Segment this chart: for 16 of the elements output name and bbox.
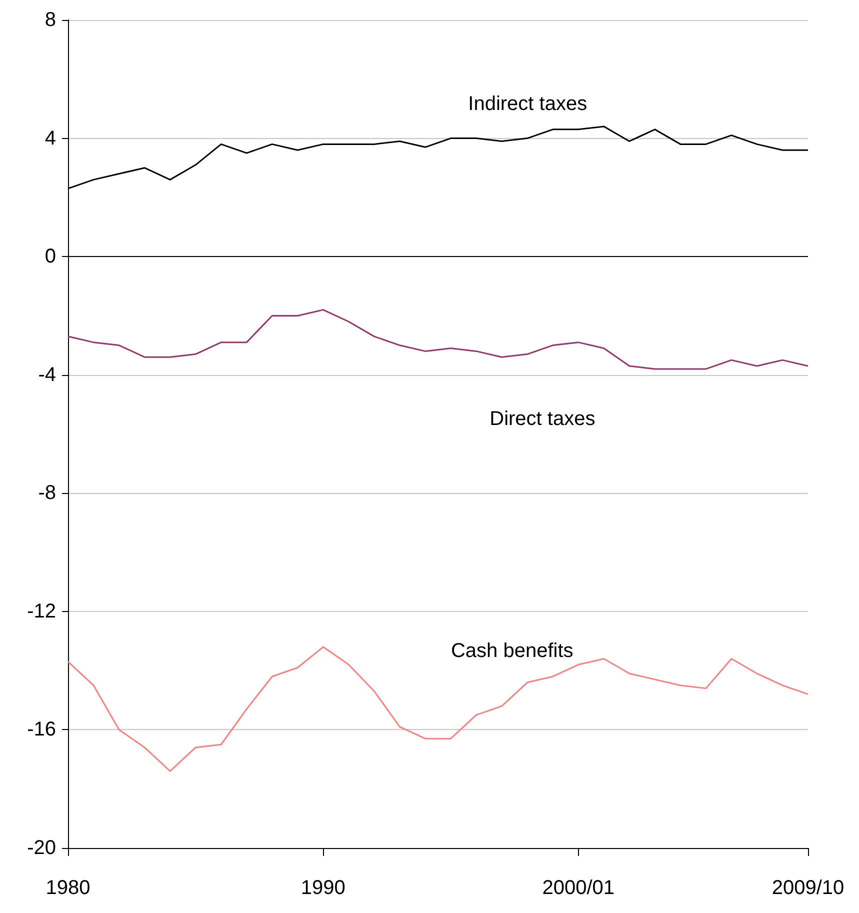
- y-tick-label: 8: [44, 9, 56, 31]
- x-tick-label: 1990: [300, 877, 346, 899]
- y-tick-label: 4: [44, 127, 56, 150]
- y-tick-label: -4: [38, 364, 56, 386]
- y-tick-label: -20: [27, 837, 56, 859]
- annotation: Cash benefits: [450, 640, 574, 662]
- annotation: Direct taxes: [490, 408, 596, 430]
- x-tick-label: 2009/10: [772, 877, 844, 899]
- y-tick-label: -8: [38, 482, 56, 504]
- y-tick-label: -12: [27, 600, 56, 622]
- annotation: Indirect taxes: [468, 93, 588, 116]
- y-tick-label: -16: [27, 718, 56, 741]
- x-tick-label: 1980: [46, 877, 90, 899]
- line-series: [67, 309, 809, 370]
- x-tick-label: 2000/01: [542, 877, 614, 899]
- y-tick-label: 0: [44, 246, 56, 268]
